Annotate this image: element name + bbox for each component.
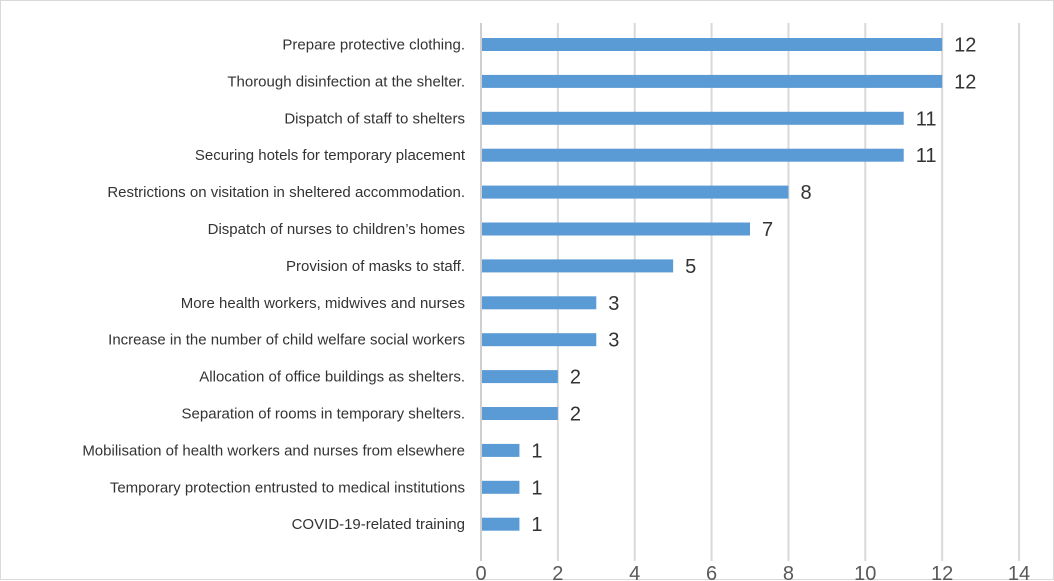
- x-tick-label: 2: [552, 563, 563, 581]
- category-label: Separation of rooms in temporary shelter…: [182, 406, 465, 423]
- bar: [482, 74, 943, 88]
- data-label: 3: [608, 293, 619, 315]
- data-label: 5: [685, 256, 696, 278]
- x-axis-tick-labels: 0 2 4 6 8 10 12 14: [475, 563, 1030, 581]
- bar: [482, 38, 943, 51]
- x-tick-label: 8: [783, 563, 794, 581]
- category-label: Provision of masks to staff.: [286, 258, 465, 275]
- x-tick-label: 14: [1008, 563, 1030, 581]
- category-labels: Prepare protective clothing. Thorough dis…: [82, 37, 466, 534]
- data-label: 1: [531, 514, 542, 536]
- category-label: Restrictions on visitation in sheltered …: [107, 184, 465, 201]
- bar: [482, 333, 597, 347]
- data-label: 3: [608, 330, 619, 352]
- category-label: Allocation of office buildings as shelte…: [199, 369, 465, 386]
- bar: [482, 222, 751, 236]
- data-label: 8: [800, 182, 811, 204]
- bar: [482, 296, 597, 310]
- data-label: 12: [954, 71, 976, 93]
- category-label: Mobilisation of health workers and nurse…: [82, 442, 465, 459]
- data-label: 1: [531, 477, 542, 499]
- bars: [482, 38, 943, 531]
- data-label: 2: [570, 367, 581, 389]
- category-label: COVID-19-related training: [292, 516, 465, 533]
- bar: [482, 517, 520, 531]
- x-tick-label: 4: [629, 563, 640, 581]
- bar: [482, 407, 558, 420]
- bar: [482, 480, 520, 494]
- x-tick-label: 0: [475, 563, 486, 581]
- x-tick-label: 6: [706, 563, 717, 581]
- bar: [482, 259, 674, 273]
- data-label: 11: [916, 145, 937, 167]
- bar: [482, 148, 904, 162]
- x-tick-label: 12: [931, 563, 953, 581]
- bar: [482, 370, 558, 384]
- category-label: Dispatch of nurses to children’s homes: [208, 221, 465, 238]
- category-label: Temporary protection entrusted to medica…: [110, 479, 465, 496]
- bar: [482, 185, 789, 199]
- data-label: 12: [954, 35, 976, 57]
- bar: [482, 443, 520, 457]
- data-label: 7: [762, 219, 773, 241]
- category-label: Increase in the number of child welfare …: [108, 332, 465, 349]
- bar: [482, 111, 904, 125]
- data-label: 11: [916, 108, 937, 130]
- x-tick-label: 10: [854, 563, 876, 581]
- category-label: Securing hotels for temporary placement: [195, 147, 466, 164]
- data-label: 2: [570, 404, 581, 426]
- category-label: More health workers, midwives and nurses: [181, 295, 465, 312]
- gridlines: [480, 23, 1021, 561]
- category-label: Thorough disinfection at the shelter.: [227, 73, 465, 90]
- category-label: Dispatch of staff to shelters: [284, 110, 465, 127]
- data-label: 1: [531, 440, 542, 462]
- category-label: Prepare protective clothing.: [282, 37, 465, 54]
